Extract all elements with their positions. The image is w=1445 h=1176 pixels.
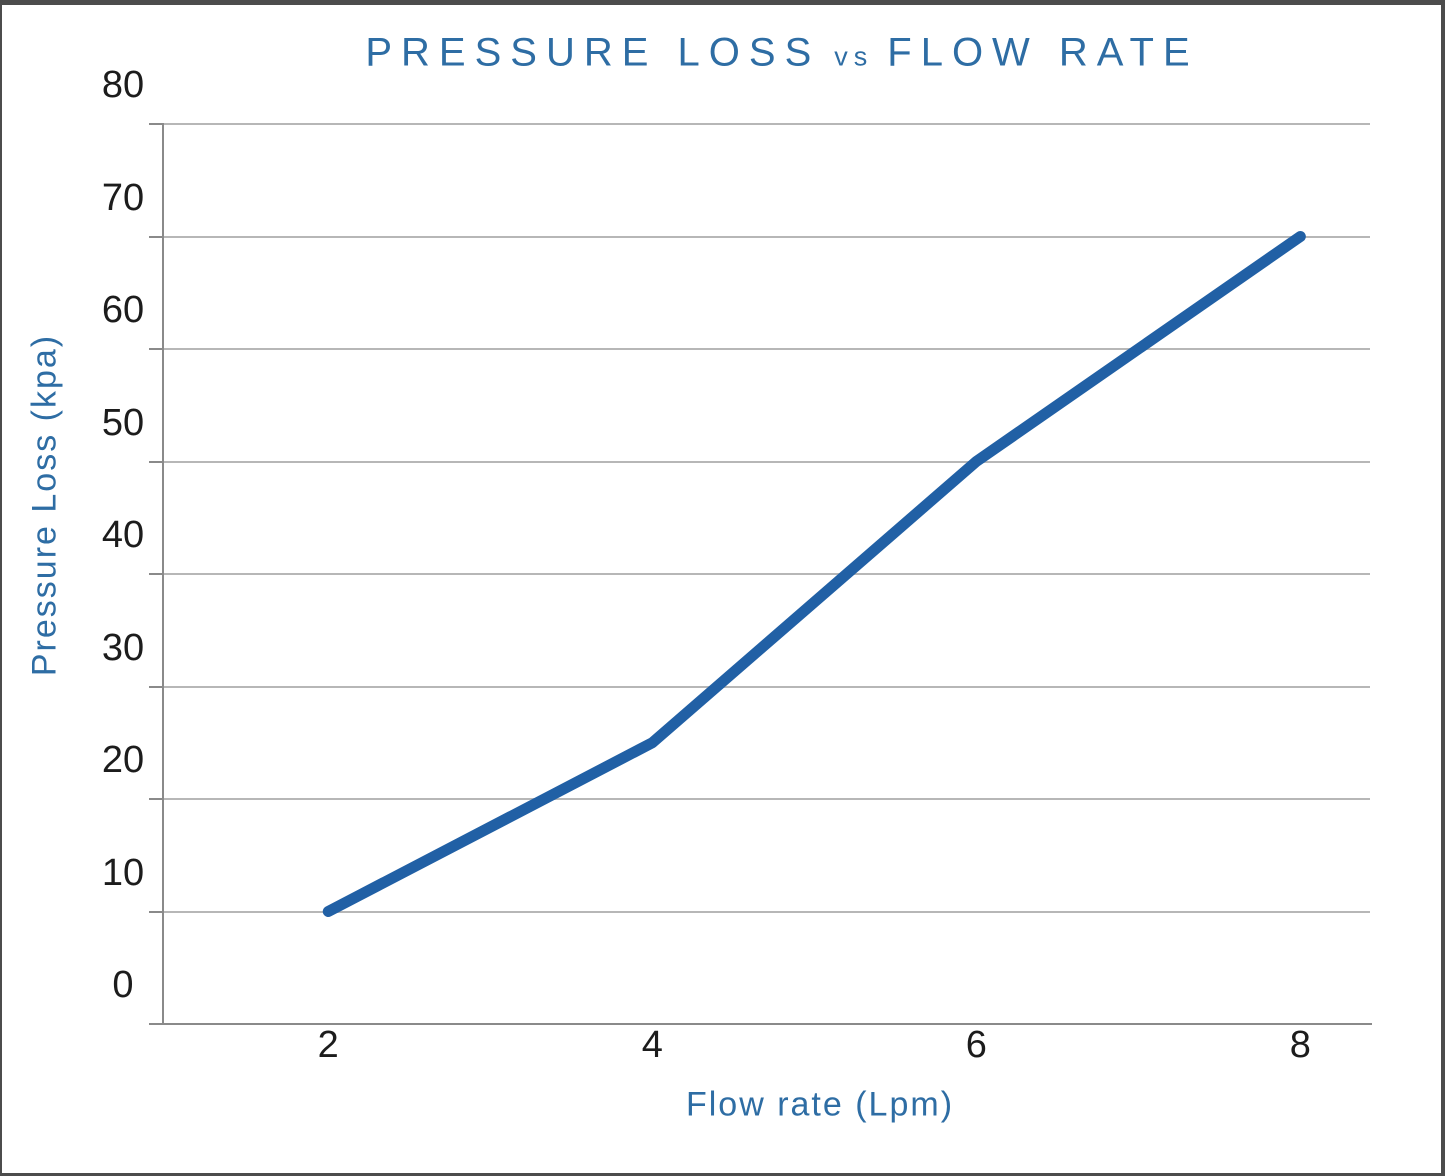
y-tick-label: 60 <box>101 289 145 331</box>
chart-title-vs: vs <box>834 41 874 72</box>
y-tick-mark <box>149 910 163 913</box>
y-tick-mark <box>149 798 163 800</box>
y-tick-mark <box>149 460 163 463</box>
y-axis-line <box>162 123 164 1025</box>
y-tick-mark <box>149 685 163 688</box>
y-tick-label: 50 <box>101 401 145 444</box>
chart-title-part2: FLOW RATE <box>887 30 1199 75</box>
y-gridline <box>163 348 1370 350</box>
chart-title-part1: PRESSURE LOSS <box>365 30 821 75</box>
y-tick-label: 30 <box>101 626 145 669</box>
y-gridline <box>163 460 1370 463</box>
y-tick-label: 20 <box>101 739 145 781</box>
y-tick-label: 0 <box>112 964 134 1006</box>
x-axis-title: Flow rate (Lpm) <box>685 1085 955 1124</box>
y-tick-mark <box>149 1023 163 1025</box>
y-tick-mark <box>149 123 163 125</box>
y-tick-label: 10 <box>101 851 145 894</box>
y-tick-label: 80 <box>101 64 145 106</box>
y-gridline <box>163 123 1370 125</box>
y-gridline <box>163 573 1370 575</box>
y-tick-label: 40 <box>101 514 145 556</box>
x-tick-label: 4 <box>641 1024 663 1066</box>
y-tick-mark <box>149 573 163 575</box>
x-tick-label: 2 <box>317 1024 339 1066</box>
y-tick-mark <box>149 348 163 350</box>
x-axis-line <box>162 1023 1372 1025</box>
x-tick-label: 6 <box>965 1024 987 1066</box>
chart-title: PRESSURE LOSS vs FLOW RATE <box>365 31 1198 76</box>
x-tick-label: 8 <box>1289 1024 1311 1066</box>
y-gridline <box>163 798 1370 800</box>
pressure-loss-line <box>322 231 1306 917</box>
y-tick-label: 70 <box>101 176 145 219</box>
y-gridline <box>163 685 1370 688</box>
y-gridline <box>163 910 1370 913</box>
y-gridline <box>163 235 1370 238</box>
y-tick-mark <box>149 235 163 238</box>
